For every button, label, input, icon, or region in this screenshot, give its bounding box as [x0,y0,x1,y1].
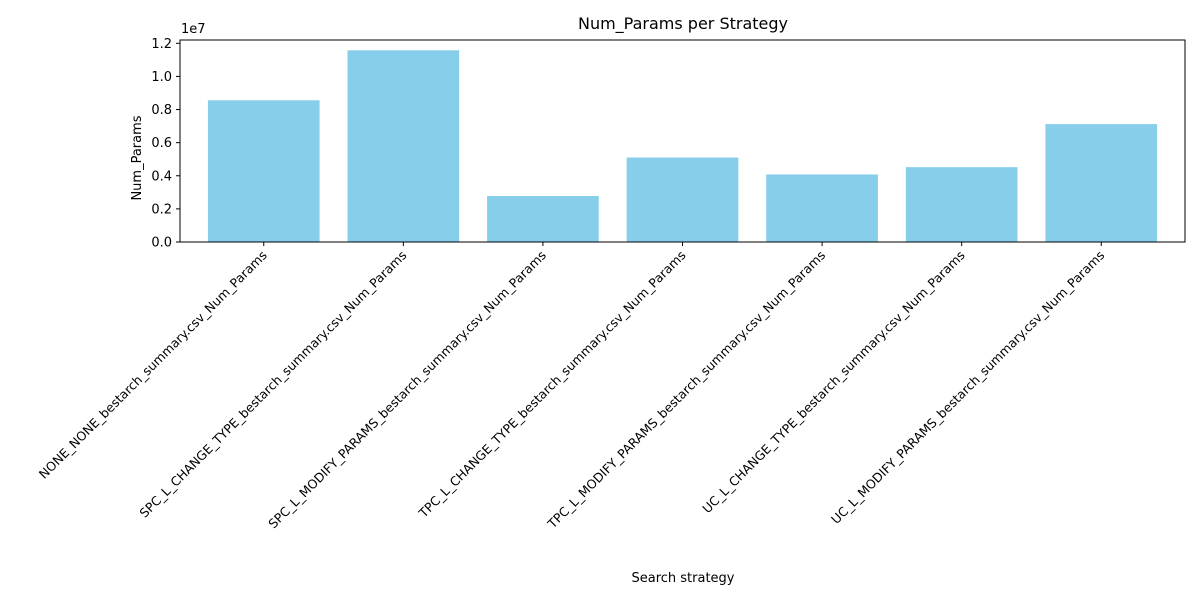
y-tick-label: 0.6 [151,136,172,151]
bar [487,195,599,242]
y-tick-label: 1.0 [151,70,172,85]
y-axis-offset-text: 1e7 [181,22,206,37]
y-axis-label: Num_Params [130,115,145,200]
y-tick-label: 0.4 [151,169,172,184]
x-tick-label: SPC_L_MODIFY_PARAMS_bestarch_summary.csv… [265,248,549,532]
x-axis-label: Search strategy [631,571,734,586]
y-tick-label: 0.8 [151,103,172,118]
bar [766,174,878,242]
x-tick-label: TPC_L_CHANGE_TYPE_bestarch_summary.csv_N… [415,248,689,522]
x-tick-label: NONE_NONE_bestarch_summary.csv_Num_Param… [36,248,270,482]
x-tick-label: UC_L_CHANGE_TYPE_bestarch_summary.csv_Nu… [699,248,968,517]
x-tick-label: TPC_L_MODIFY_PARAMS_bestarch_summary.csv… [544,248,828,532]
y-tick-label: 0.0 [151,236,172,251]
bar [626,157,739,242]
bar [1045,124,1158,242]
x-tick-label: SPC_L_CHANGE_TYPE_bestarch_summary.csv_N… [136,248,409,521]
y-tick-label: 1.2 [151,37,172,52]
bars-layer [207,50,1158,242]
chart-title: Num_Params per Strategy [578,14,788,34]
y-tick-label: 0.2 [151,202,172,217]
bar [905,167,1018,242]
bar [347,50,460,242]
bar [207,100,320,242]
x-tick-label: UC_L_MODIFY_PARAMS_bestarch_summary.csv_… [828,248,1107,527]
